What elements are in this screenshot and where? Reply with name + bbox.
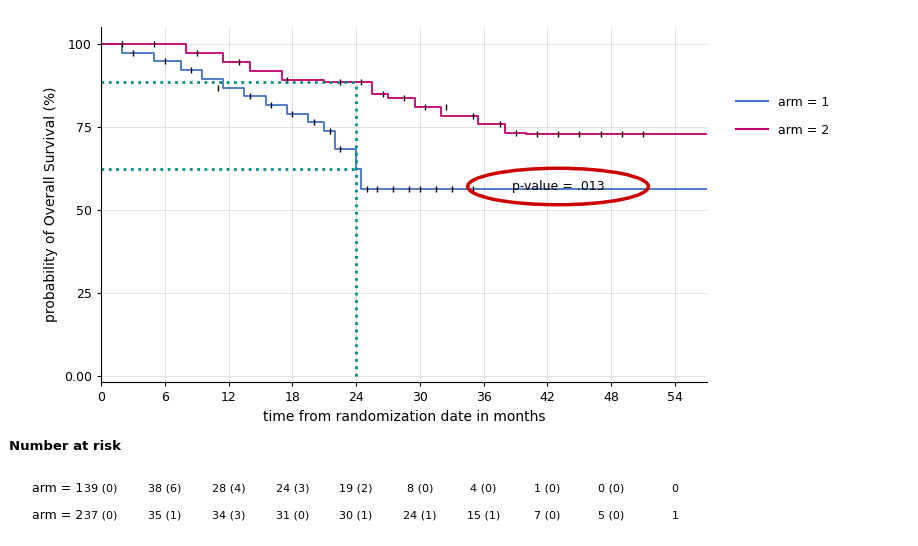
Text: p-value = .013: p-value = .013 <box>511 180 604 193</box>
Text: Number at risk: Number at risk <box>9 440 121 453</box>
Text: 34 (3): 34 (3) <box>212 511 245 521</box>
Text: 7 (0): 7 (0) <box>534 511 561 521</box>
X-axis label: time from randomization date in months: time from randomization date in months <box>263 410 545 424</box>
Text: 37 (0): 37 (0) <box>84 511 118 521</box>
Text: 0: 0 <box>671 484 678 494</box>
Text: 30 (1): 30 (1) <box>340 511 373 521</box>
Text: 5 (0): 5 (0) <box>598 511 624 521</box>
Text: 19 (2): 19 (2) <box>340 484 373 494</box>
Text: 31 (0): 31 (0) <box>275 511 309 521</box>
Text: 28 (4): 28 (4) <box>212 484 245 494</box>
Text: 4 (0): 4 (0) <box>470 484 497 494</box>
Text: 24 (1): 24 (1) <box>403 511 437 521</box>
Text: 15 (1): 15 (1) <box>467 511 500 521</box>
Text: 1 (0): 1 (0) <box>534 484 561 494</box>
Text: arm = 1: arm = 1 <box>32 482 84 495</box>
Legend: arm = 1, arm = 2: arm = 1, arm = 2 <box>732 91 834 141</box>
Text: 38 (6): 38 (6) <box>148 484 182 494</box>
Text: arm = 2: arm = 2 <box>32 509 84 523</box>
Text: 8 (0): 8 (0) <box>407 484 433 494</box>
Text: 24 (3): 24 (3) <box>275 484 309 494</box>
Y-axis label: probability of Overall Survival (%): probability of Overall Survival (%) <box>44 87 59 323</box>
Text: 35 (1): 35 (1) <box>148 511 182 521</box>
Text: 0 (0): 0 (0) <box>598 484 624 494</box>
Text: 1: 1 <box>671 511 678 521</box>
Text: 39 (0): 39 (0) <box>84 484 118 494</box>
